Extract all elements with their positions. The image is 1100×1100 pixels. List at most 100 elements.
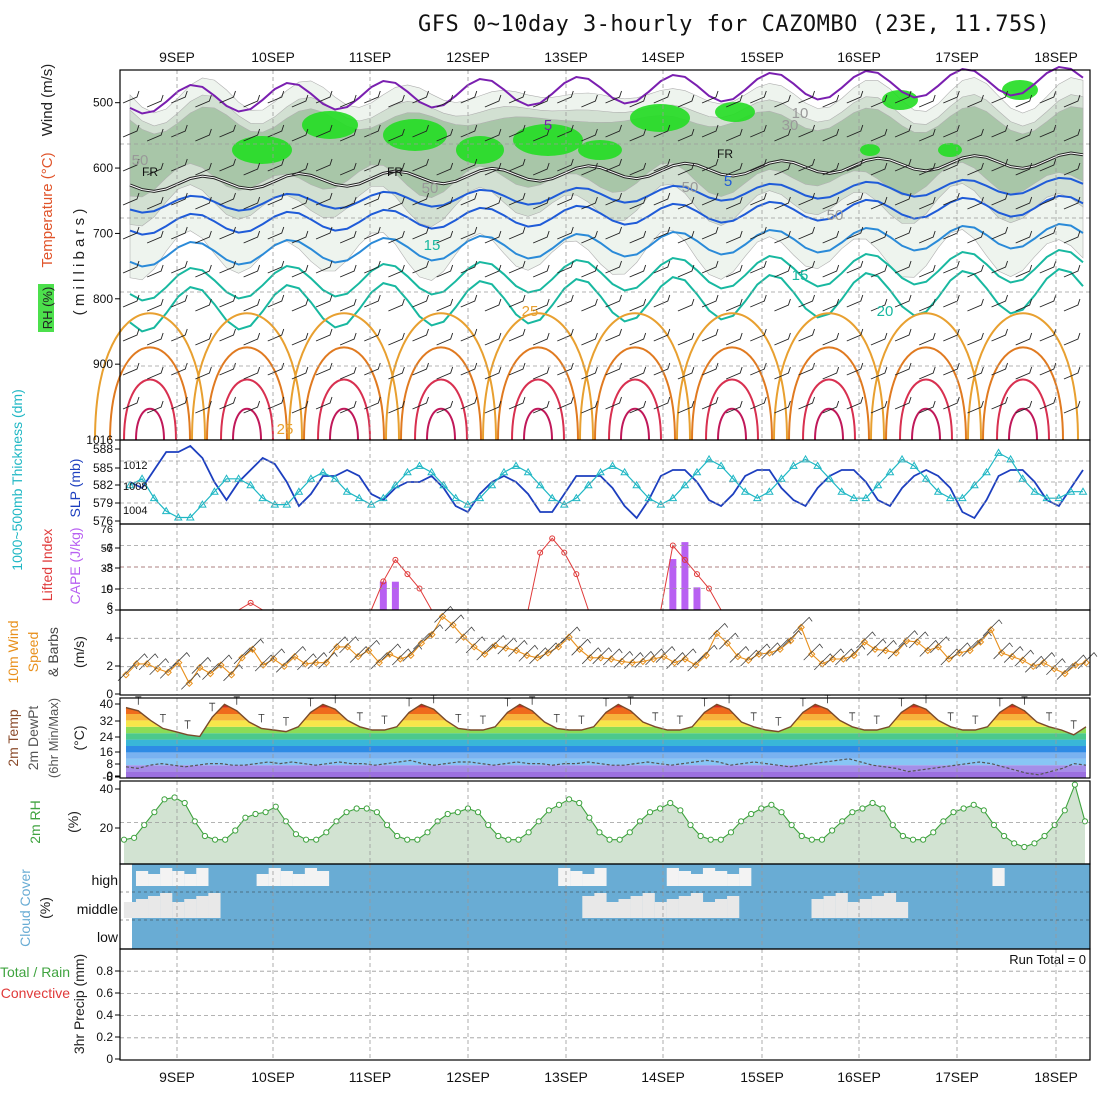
wind-barb: [508, 90, 526, 104]
thickness-point: [656, 500, 666, 508]
y-tick-label: 900: [93, 357, 113, 371]
wind-barb-10m: [392, 648, 412, 666]
ylabel-minmax: (6hr Min/Max): [46, 698, 61, 778]
temperature-contour-loop: [814, 408, 844, 441]
rh2m-point: [1031, 840, 1038, 847]
thickness-point: [825, 474, 835, 482]
wind-barb: [1015, 196, 1033, 210]
wind-barb: [629, 298, 647, 312]
wind-barb: [388, 128, 405, 142]
cape-tick-label: 19: [101, 584, 113, 596]
y-tick-label: 582: [93, 478, 113, 492]
thickness-point: [354, 493, 364, 502]
ylabel-precip-total: Total / Rain: [0, 964, 70, 980]
wind-barb: [967, 366, 984, 380]
temperature-band: [126, 739, 1086, 746]
y-tick-label: 0.2: [96, 1030, 113, 1044]
wind-speed-point: [153, 665, 162, 673]
thickness-point: [125, 480, 135, 489]
temperature-contour: [129, 248, 1084, 302]
rh2m-point: [788, 821, 795, 829]
y-tick-label: 40: [100, 697, 114, 711]
date-label-bottom: 15SEP: [740, 1069, 784, 1085]
wind-barb: [822, 128, 840, 142]
wind-barb: [605, 328, 622, 342]
wind-barb: [291, 230, 309, 244]
cape-tick-label: 38: [101, 563, 113, 575]
rh2m-point: [313, 836, 320, 843]
wind-barb: [967, 196, 984, 210]
wind-barb: [219, 260, 236, 274]
temperature-contour-loop: [967, 312, 1079, 441]
rh2m-point: [444, 810, 451, 818]
wind-barb-10m: [434, 605, 454, 623]
middle-cloud-block: [895, 902, 909, 918]
wind-barb: [798, 158, 815, 172]
wind-barb: [1063, 128, 1081, 142]
wind-barb: [991, 90, 1008, 104]
wind-barb: [388, 94, 405, 108]
rh2m-point: [292, 831, 300, 838]
y-tick-label: 2: [106, 659, 113, 673]
wind-barb-10m: [919, 639, 940, 657]
wind-barb: [508, 396, 526, 410]
temperature-contour-loop: [885, 346, 967, 441]
contour-label: 5: [544, 117, 552, 134]
wind-barb: [195, 366, 212, 380]
wind-barb: [918, 230, 936, 244]
wind-speed-point: [976, 638, 985, 646]
rh2m-point: [778, 809, 785, 816]
rh2m-point: [889, 821, 896, 829]
rh-green-blob: [715, 102, 755, 122]
rh2m-point: [555, 801, 563, 808]
wind-barb: [388, 366, 405, 380]
rh2m-panel: [120, 781, 1089, 864]
wind-barb: [1039, 158, 1057, 172]
wind-barb: [315, 124, 333, 138]
wind-barb-10m: [866, 638, 887, 656]
wind-barb: [339, 230, 357, 244]
wind-barb: [991, 226, 1008, 240]
wind-barb: [557, 328, 574, 342]
wind-speed-point: [565, 633, 573, 641]
rh2m-point: [839, 818, 846, 825]
wind-barb: [508, 124, 526, 138]
li-point: [537, 549, 544, 556]
wind-barb: [822, 230, 840, 244]
wind-barb-10m: [286, 645, 307, 663]
ylabel-temp-unit: (°C): [71, 725, 87, 750]
wind-speed-point: [364, 646, 373, 655]
wind-barb: [412, 226, 429, 240]
wind-barb: [894, 226, 912, 240]
date-label-bottom: 17SEP: [935, 1069, 979, 1085]
temperature-minmax-marker: [159, 714, 166, 723]
high-cloud-block: [727, 874, 740, 886]
wind-barb: [484, 264, 502, 278]
wind-barb: [243, 332, 261, 346]
wind-barb: [991, 362, 1008, 376]
wind-barb: [774, 366, 791, 380]
wind-speed-point: [322, 658, 331, 667]
thickness-point: [1042, 493, 1052, 502]
wind-barb: [725, 332, 743, 346]
wind-barb: [195, 400, 212, 414]
thickness-point: [439, 480, 449, 489]
date-label-bottom: 16SEP: [837, 1069, 881, 1085]
thickness-point: [716, 461, 726, 469]
thickness-line: [129, 452, 1083, 519]
wind-barb-10m: [930, 636, 950, 654]
wind-barb: [701, 260, 719, 274]
wind-barb: [146, 298, 164, 312]
wind-barb-10m: [602, 648, 623, 666]
date-label-bottom: 13SEP: [544, 1069, 588, 1085]
rh-green-blob: [578, 140, 622, 160]
wind-barb: [219, 192, 236, 206]
temperature-minmax-marker: [381, 715, 388, 724]
wind-barb: [846, 226, 864, 240]
temperature-contour-loop: [802, 378, 856, 441]
wind-barb: [653, 260, 671, 274]
contour-label: 50: [132, 152, 149, 169]
rh2m-point: [657, 805, 664, 812]
wind-barb: [605, 90, 622, 104]
ylabel-cloud-cover: Cloud Cover: [17, 869, 33, 947]
